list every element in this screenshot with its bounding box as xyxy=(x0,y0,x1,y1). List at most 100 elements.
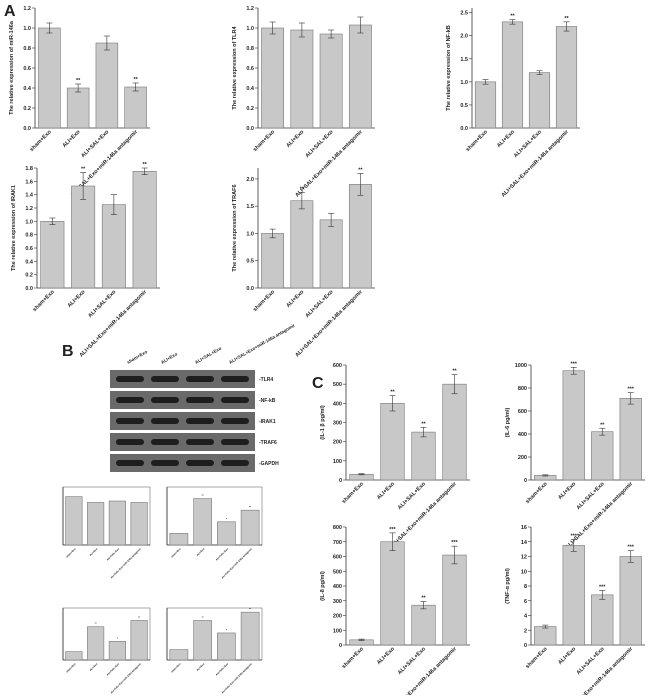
bar xyxy=(40,221,65,289)
blot-strip xyxy=(110,433,255,451)
significance: *** xyxy=(628,387,635,393)
significance: *** xyxy=(451,540,458,546)
x-tick-label: ALI+SAL+Exo xyxy=(80,129,110,159)
y-tick-label: 10 xyxy=(521,569,527,575)
error-bar xyxy=(141,167,148,175)
x-tick-label: sham+Exo xyxy=(66,547,77,558)
bar xyxy=(290,29,314,129)
bar xyxy=(474,81,497,129)
y-tick-label: 300 xyxy=(333,599,342,605)
x-tick-label: ALI+SAL+Exo xyxy=(87,289,117,319)
x-tick-label: sham+Exo xyxy=(171,662,182,673)
bar xyxy=(108,640,126,661)
error-bar xyxy=(509,19,516,25)
panel-label: A xyxy=(4,3,16,20)
significance: *** xyxy=(571,361,578,367)
significance: ** xyxy=(358,167,363,173)
y-tick-label: 1.0 xyxy=(460,80,468,86)
x-tick-label: sham+Exo xyxy=(341,481,365,505)
y-tick-label: 200 xyxy=(333,440,342,446)
x-tick-label: ALI+SAL+Exo xyxy=(215,662,229,676)
bar xyxy=(380,403,405,481)
significance: ** xyxy=(81,167,86,173)
x-tick-label: sham+Exo xyxy=(525,481,549,505)
blot-band xyxy=(221,397,249,403)
y-tick-label: 0.6 xyxy=(25,246,33,252)
y-tick-label: 100 xyxy=(333,628,342,634)
bar xyxy=(193,498,212,546)
y-tick-label: 200 xyxy=(333,614,342,620)
significance: ** xyxy=(202,616,204,619)
bar xyxy=(65,496,83,546)
x-tick-label: ALI+SAL+Exo xyxy=(106,662,120,676)
significance: * xyxy=(117,637,118,640)
blot-strip xyxy=(110,412,255,430)
y-tick-label: 2.0 xyxy=(246,177,254,183)
bar xyxy=(38,27,61,129)
y-tick-label: 1.0 xyxy=(25,219,33,225)
bar xyxy=(555,26,578,129)
blot-band xyxy=(151,376,179,382)
y-tick-label: 6 xyxy=(524,599,527,605)
error-bar xyxy=(599,590,606,600)
x-tick-label: ALI+Exo xyxy=(285,129,305,149)
y-tick-label: 1.0 xyxy=(23,26,31,32)
y-tick-label: 0.0 xyxy=(246,286,254,292)
bar xyxy=(562,370,585,481)
y-tick-label: 2 xyxy=(524,628,527,634)
y-tick-label: 4 xyxy=(524,614,528,620)
significance: *** xyxy=(571,534,578,540)
x-tick-label: ALI+SAL+Exo+miR-146a antagomir xyxy=(294,289,364,359)
x-tick-label: ALI+Exo xyxy=(89,662,99,672)
y-tick-label: 400 xyxy=(333,584,342,590)
blot-band xyxy=(151,460,179,466)
x-tick-label: ALI+SAL+Exo xyxy=(513,129,543,159)
bar xyxy=(619,556,642,646)
significance: ** xyxy=(600,422,605,428)
bar xyxy=(87,502,105,546)
error-bar xyxy=(420,426,427,438)
error-bar xyxy=(269,228,276,239)
x-tick-label: ALI+Exo xyxy=(496,129,516,149)
error-bar xyxy=(110,194,117,215)
y-axis-label: (TNF-α pg/ml) xyxy=(505,568,511,604)
error-bar xyxy=(49,217,56,225)
bar xyxy=(319,219,343,289)
bar xyxy=(591,431,614,481)
error-bar xyxy=(542,624,549,629)
x-tick-label: ALI+Exo xyxy=(89,547,99,557)
significance: ** xyxy=(249,608,251,611)
y-tick-label: 0.4 xyxy=(23,86,32,92)
y-tick-label: 0.2 xyxy=(246,106,254,112)
bar xyxy=(380,541,405,646)
error-bar xyxy=(542,474,549,477)
y-tick-label: 0 xyxy=(339,643,342,649)
error-bar xyxy=(357,173,364,196)
y-tick-label: 0 xyxy=(339,478,342,484)
y-tick-label: 0.8 xyxy=(25,233,33,239)
y-tick-label: 1.8 xyxy=(25,166,33,172)
lane-label: ALI+Exo xyxy=(160,351,178,365)
blot-strip xyxy=(110,454,255,472)
bar xyxy=(65,651,83,661)
y-tick-label: 200 xyxy=(518,455,527,461)
error-bar xyxy=(75,83,82,93)
error-bar xyxy=(358,473,365,476)
y-tick-label: 0.6 xyxy=(23,66,31,72)
x-tick-label: ALI+SAL+Exo xyxy=(305,289,335,319)
y-axis-label: The relative expression of miR-146a xyxy=(9,20,15,115)
blot-band xyxy=(221,439,249,445)
y-tick-label: 1.2 xyxy=(246,6,254,12)
y-tick-label: 1.2 xyxy=(23,6,31,12)
bar xyxy=(217,632,236,661)
bar xyxy=(130,502,148,546)
y-tick-label: 16 xyxy=(521,525,527,531)
significance: ** xyxy=(421,595,426,601)
significance: ** xyxy=(390,390,395,396)
x-tick-label: ALI+SAL+Exo xyxy=(215,547,229,561)
x-tick-label: ALI+SAL+Exo xyxy=(576,646,606,676)
error-bar xyxy=(328,212,335,227)
bar xyxy=(528,72,551,129)
bar xyxy=(290,200,314,289)
